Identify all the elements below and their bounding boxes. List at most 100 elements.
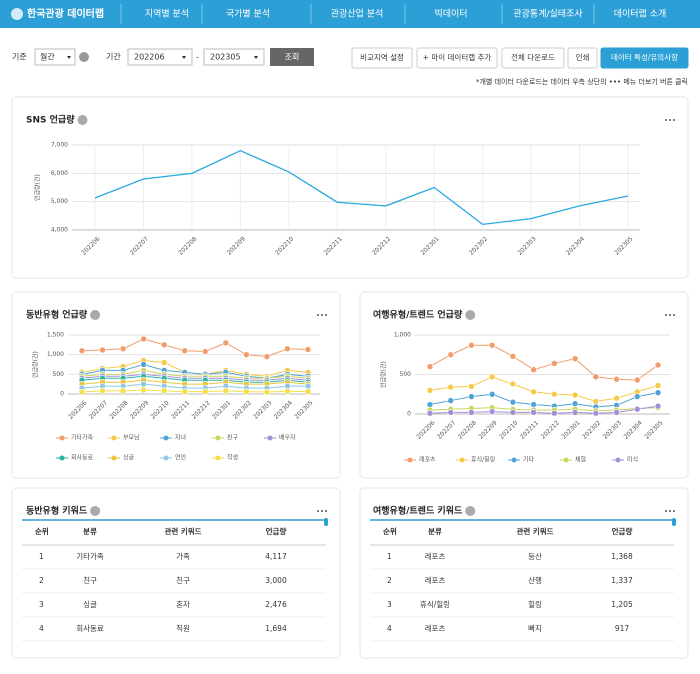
scrollbar[interactable] bbox=[672, 518, 676, 526]
table-cell: 레포츠 bbox=[425, 576, 446, 585]
data-point bbox=[304, 346, 312, 353]
more-dot[interactable] bbox=[325, 314, 327, 316]
legend-label[interactable]: 연인 bbox=[175, 454, 186, 462]
nav-item[interactable]: 데이터랩 소개 bbox=[614, 8, 667, 20]
data-point bbox=[571, 400, 579, 408]
more-dot[interactable] bbox=[669, 119, 671, 121]
more-dot[interactable] bbox=[665, 119, 667, 121]
legend-swatch bbox=[511, 457, 517, 463]
action-button[interactable] bbox=[501, 47, 565, 69]
table-cell: 4 bbox=[387, 624, 392, 633]
separator: - bbox=[196, 53, 199, 62]
legend-swatch bbox=[163, 455, 169, 461]
data-point bbox=[633, 405, 641, 413]
data-point bbox=[160, 387, 168, 395]
legend-label[interactable]: 배우자 bbox=[279, 434, 296, 442]
more-dot[interactable] bbox=[321, 314, 323, 316]
data-point bbox=[119, 387, 127, 395]
info-icon[interactable] bbox=[465, 310, 476, 320]
logo[interactable]: 한국관광 데이터랩 bbox=[27, 7, 104, 20]
action-button[interactable] bbox=[351, 47, 413, 69]
legend-swatch bbox=[111, 435, 117, 441]
basis-value: 월간 bbox=[40, 52, 55, 62]
more-dot[interactable] bbox=[673, 119, 675, 121]
more-dot[interactable] bbox=[665, 314, 667, 316]
info-icon[interactable] bbox=[79, 52, 89, 62]
legend-label[interactable]: 체험 bbox=[575, 456, 586, 464]
panel bbox=[11, 487, 341, 659]
series-line bbox=[81, 373, 309, 381]
data-point bbox=[530, 366, 537, 374]
more-dot[interactable] bbox=[321, 510, 323, 512]
data-point bbox=[99, 387, 106, 395]
legend-label[interactable]: 학생 bbox=[227, 454, 238, 462]
legend-label[interactable]: 싱글 bbox=[123, 454, 135, 462]
y-tick-label: 500 bbox=[53, 371, 65, 378]
data-point bbox=[654, 361, 662, 369]
arrow bbox=[182, 56, 186, 59]
table-cell: 1,337 bbox=[611, 576, 633, 585]
info-icon[interactable] bbox=[90, 310, 101, 320]
legend-label[interactable]: 회사동료 bbox=[71, 454, 94, 462]
data-point bbox=[530, 409, 537, 416]
table-cell: 4 bbox=[39, 624, 44, 633]
start-select[interactable] bbox=[127, 48, 193, 66]
action-button[interactable] bbox=[600, 47, 689, 69]
nav-item[interactable]: 지역별 분석 bbox=[145, 9, 189, 20]
data-point bbox=[181, 388, 189, 395]
nav-item[interactable]: 관광통계/실태조사 bbox=[513, 8, 583, 20]
legend-label[interactable]: 기타 bbox=[523, 456, 535, 464]
legend-swatch bbox=[459, 457, 465, 463]
more-dot[interactable] bbox=[665, 510, 667, 512]
more-dot[interactable] bbox=[669, 314, 671, 316]
y-tick-label: 1,500 bbox=[47, 332, 64, 339]
more-dot[interactable] bbox=[325, 510, 327, 512]
series-line bbox=[429, 344, 659, 381]
data-point bbox=[551, 409, 558, 417]
data-point bbox=[304, 388, 312, 395]
data-point bbox=[201, 348, 209, 355]
series-line bbox=[429, 392, 659, 408]
search-button[interactable] bbox=[270, 48, 314, 66]
panel-title: 동반유형 키워드 bbox=[26, 505, 88, 517]
data-point bbox=[530, 401, 537, 408]
more-dot[interactable] bbox=[669, 510, 671, 512]
more-dot[interactable] bbox=[317, 510, 319, 512]
nav-item[interactable]: 빅데이터 bbox=[434, 9, 467, 20]
more-dot[interactable] bbox=[673, 314, 675, 316]
legend-label[interactable]: 레포츠 bbox=[419, 456, 436, 464]
legend-label[interactable]: 휴식/힐링 bbox=[471, 456, 495, 464]
action-button[interactable] bbox=[567, 47, 598, 69]
table-cell: 빠지 bbox=[528, 623, 542, 633]
table-cell: 1 bbox=[387, 552, 392, 561]
nav-item[interactable]: 국가별 분석 bbox=[226, 9, 270, 20]
legend-swatch bbox=[563, 457, 569, 463]
legend-label[interactable]: 기타가족 bbox=[71, 434, 94, 442]
legend-label[interactable]: 부모님 bbox=[123, 434, 140, 442]
action-button[interactable] bbox=[416, 47, 498, 69]
more-dot[interactable] bbox=[317, 314, 319, 316]
more-dot[interactable] bbox=[673, 510, 675, 512]
panel bbox=[11, 96, 689, 279]
end-select[interactable] bbox=[203, 48, 265, 66]
column-header: 관련 키워드 bbox=[516, 526, 553, 536]
basis-select[interactable] bbox=[34, 48, 76, 66]
scrollbar[interactable] bbox=[324, 518, 328, 526]
info-icon[interactable] bbox=[77, 115, 88, 125]
table-cell: 레포츠 bbox=[425, 624, 446, 633]
logo-icon bbox=[11, 8, 23, 20]
legend-label[interactable]: 자녀 bbox=[175, 434, 186, 442]
data-point bbox=[613, 409, 620, 416]
panel bbox=[11, 291, 341, 479]
data-point bbox=[551, 360, 558, 367]
data-point bbox=[284, 345, 291, 353]
data-point bbox=[263, 353, 271, 360]
info-icon[interactable] bbox=[465, 506, 476, 516]
nav-item[interactable]: 관광산업 분석 bbox=[331, 8, 384, 20]
legend-label[interactable]: 친구 bbox=[227, 434, 239, 442]
info-icon[interactable] bbox=[90, 506, 101, 516]
legend-label[interactable]: 미식 bbox=[627, 456, 638, 464]
panel-title: SNS 언급량 bbox=[26, 114, 75, 126]
data-point bbox=[222, 387, 230, 395]
